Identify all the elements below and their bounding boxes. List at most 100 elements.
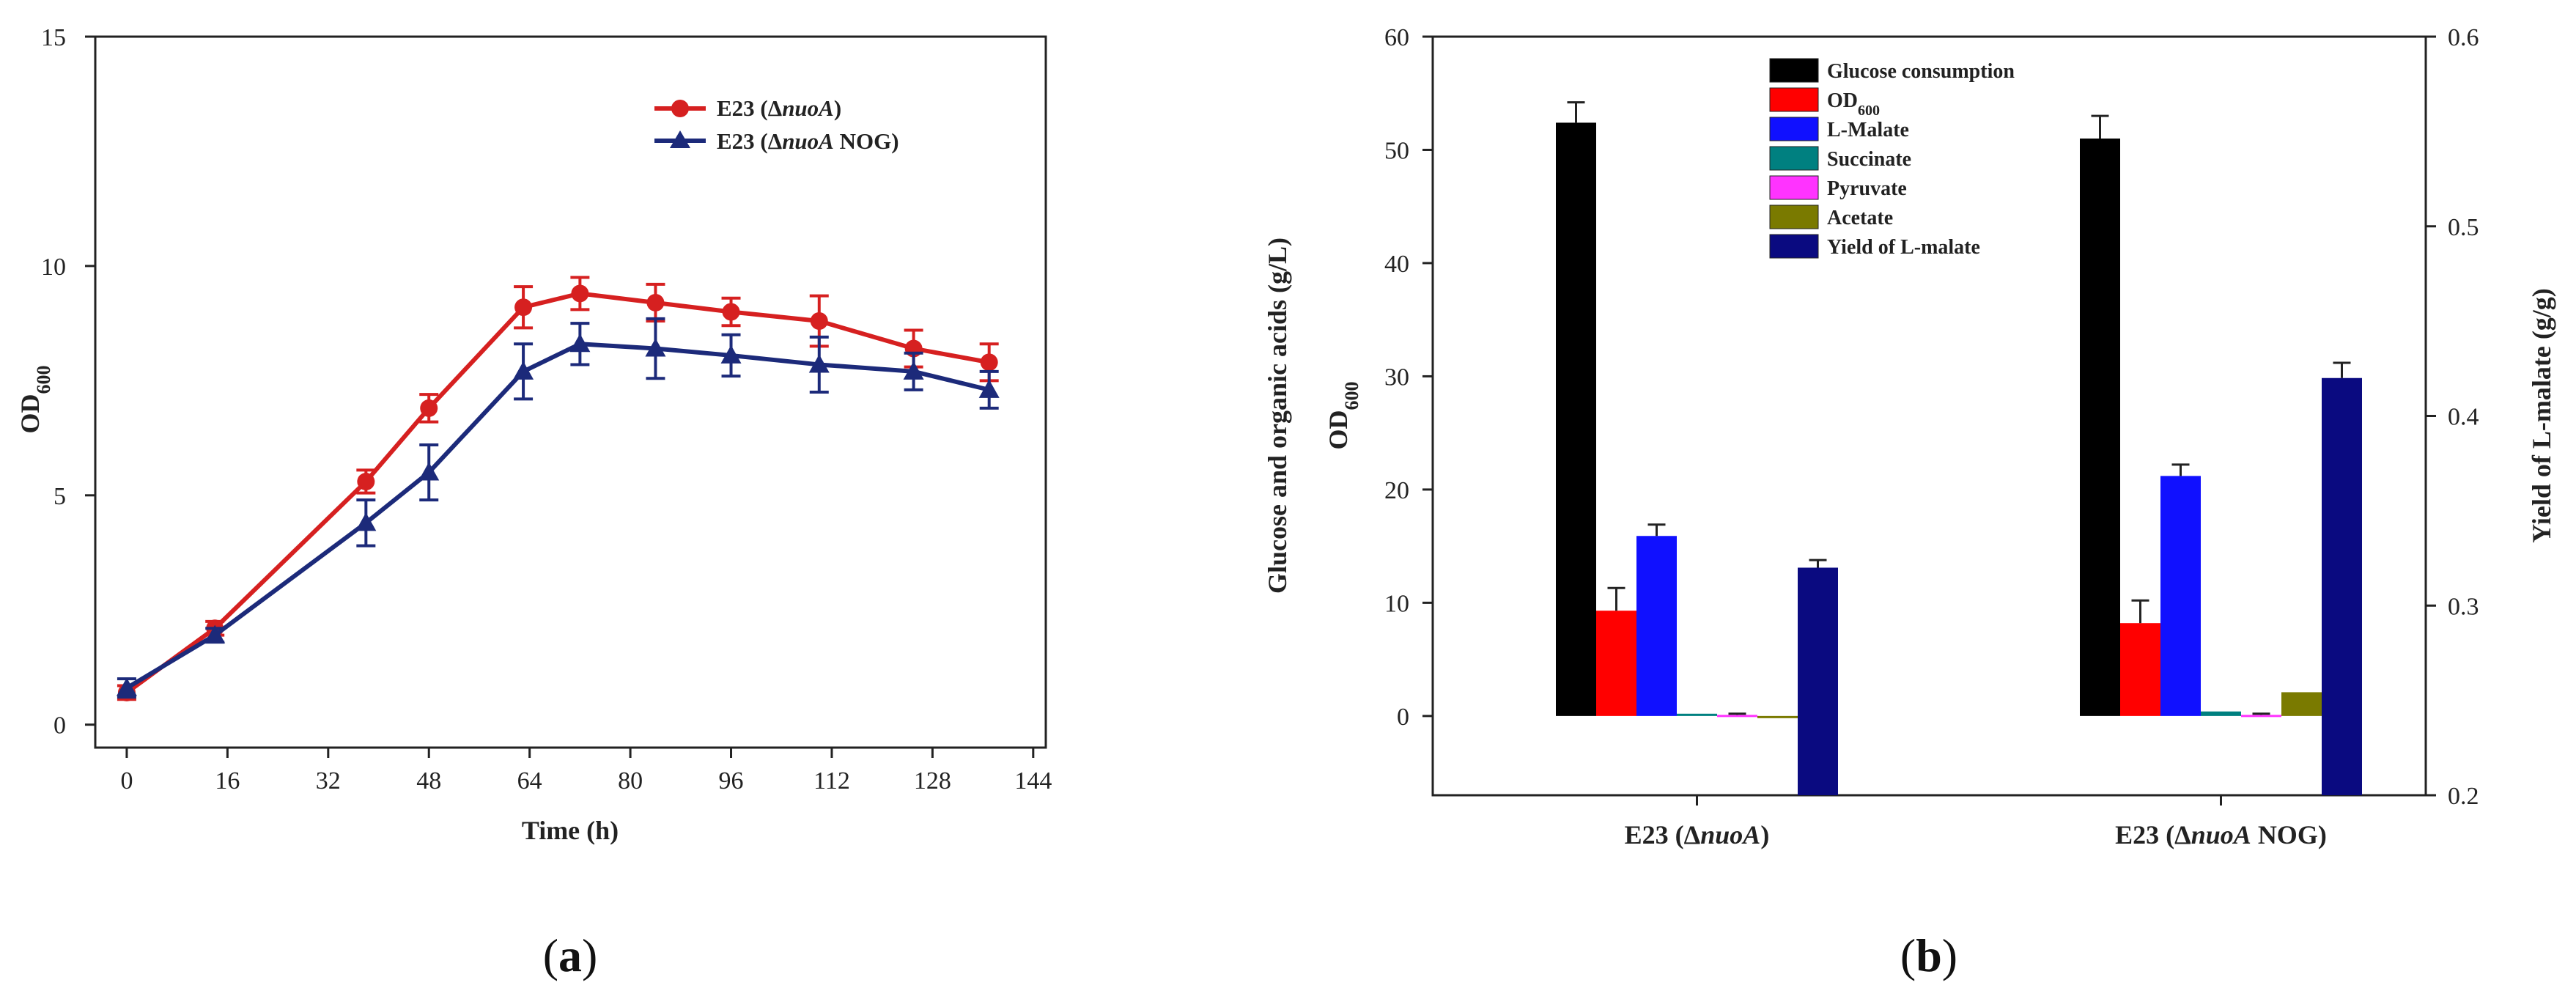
y-axis-title-left-b-line2: OD600: [1324, 382, 1362, 450]
y-axis-title-left-b-line1: Glucose and organic acids (g/L): [1263, 237, 1292, 594]
data-point-a-1-4: [513, 361, 534, 380]
bar-0-5: [1757, 715, 1798, 718]
data-point-a-1-6: [645, 338, 666, 357]
series-a-0: [117, 276, 999, 701]
data-point-a-1-5: [569, 333, 591, 353]
legend-item-b-4: Pyruvate: [1769, 175, 1907, 200]
data-point-a-0-10: [980, 353, 998, 372]
category-label-b-1: E23 (ΔnuoA NOG): [2115, 820, 2327, 849]
y-axis-title-a-sub: 600: [33, 366, 54, 394]
legend-label-b-3: Succinate: [1827, 148, 1911, 171]
data-point-a-0-5: [571, 284, 589, 303]
x-tick-label-a-0: 0: [120, 767, 133, 795]
series-a-1: [116, 317, 1000, 699]
y-tick-label-left-b-5: 50: [1384, 137, 1409, 164]
legend-swatch-b-2: [1769, 117, 1819, 141]
y-tick-label-left-b-1: 10: [1384, 590, 1409, 617]
legend-label-b-1: OD600: [1827, 89, 1880, 119]
legend-item-b-6: Yield of L-malate: [1769, 234, 1980, 259]
x-tick-label-a-3: 48: [416, 767, 441, 795]
legend-label-a-0-suffix: ): [834, 95, 841, 121]
y-tick-label-left-b-2: 20: [1384, 477, 1409, 504]
legend-item-a-1: E23 (ΔnuoA NOG): [654, 128, 899, 154]
bar-1-3: [2201, 711, 2241, 716]
data-point-a-1-2: [355, 512, 377, 531]
data-point-a-0-4: [514, 298, 533, 317]
category-label-b-0-suffix: ): [1760, 820, 1769, 849]
legend-label-a-0: E23 (ΔnuoA): [717, 95, 841, 121]
legend-item-a-0: E23 (ΔnuoA): [654, 95, 841, 121]
legend-label-a-1-prefix: E23 (Δ: [717, 128, 782, 154]
legend-item-b-3: Succinate: [1769, 146, 1911, 171]
legend-label-b-0: Glucose consumption: [1827, 60, 2015, 83]
y-tick-label-right-b-4: 0.6: [2448, 24, 2479, 51]
category-label-b-0-italic: nuoA: [1700, 820, 1760, 849]
data-point-a-1-10: [978, 379, 1000, 398]
x-tick-label-a-8: 128: [914, 767, 951, 795]
panel-label-a-letter: a: [558, 929, 582, 981]
x-tick-label-a-6: 96: [719, 767, 744, 795]
x-tick-label-a-5: 80: [618, 767, 643, 795]
legend-item-b-0: Glucose consumption: [1769, 58, 2015, 83]
y-tick-label-left-b-6: 60: [1384, 24, 1409, 51]
bar-0-2: [1636, 536, 1677, 716]
panel-label-a: (a): [543, 929, 598, 981]
legend-marker-a-1: [670, 130, 690, 148]
y-tick-label-a-1: 5: [53, 483, 66, 510]
panel-label-b-close: ): [1942, 929, 1957, 981]
legend-swatch-b-3: [1769, 146, 1819, 171]
legend-swatch-b-6: [1769, 234, 1819, 259]
data-point-a-1-9: [903, 361, 924, 380]
legend-label-a-1-suffix: NOG): [834, 128, 899, 154]
legend-label-a-0-prefix: E23 (Δ: [717, 95, 782, 121]
panel-label-b-letter: b: [1916, 929, 1942, 981]
axis-ticks-a: 0 16 32 48 64 80 96 112 128 144 0 5 10 15: [41, 24, 1052, 795]
y-tick-label-left-b-0: 0: [1397, 704, 1409, 731]
y-tick-label-right-b-3: 0.5: [2448, 214, 2479, 241]
bar-1-1: [2120, 623, 2160, 716]
legend-label-a-1: E23 (ΔnuoA NOG): [717, 128, 899, 154]
y-tick-label-right-b-1: 0.3: [2448, 593, 2479, 620]
bar-0-3: [1677, 713, 1717, 716]
series-group-a: [116, 276, 1000, 701]
y-axis-title-right-b: Yield of L-malate (g/g): [2527, 288, 2556, 543]
y-tick-label-a-3: 15: [41, 24, 66, 51]
y-tick-label-right-b-2: 0.4: [2448, 404, 2479, 431]
data-point-a-1-3: [418, 462, 440, 481]
legend-label-a-0-italic: nuoA: [782, 95, 834, 121]
legend-item-b-1: OD600: [1769, 87, 1880, 119]
legend-label-b-4: Pyruvate: [1827, 177, 1907, 200]
legend-label-b-5: Acetate: [1827, 207, 1893, 229]
y-axis-title-left-b-main: OD: [1324, 410, 1353, 450]
legend-a: E23 (ΔnuoA) E23 (ΔnuoA NOG): [654, 95, 899, 154]
data-point-a-1-1: [204, 624, 226, 644]
data-point-a-1-7: [720, 344, 742, 364]
y-tick-label-a-0: 0: [53, 712, 66, 740]
bar-1-5: [2281, 692, 2322, 716]
bar-0-1: [1596, 611, 1636, 716]
legend-label-b-2: L-Malate: [1827, 119, 1909, 141]
bar-0-0: [1556, 122, 1596, 716]
legend-label-b-6: Yield of L-malate: [1827, 236, 1980, 259]
y-axis-title-a: OD600: [15, 366, 54, 434]
legend-item-b-2: L-Malate: [1769, 117, 1909, 141]
data-point-a-1-0: [116, 677, 137, 696]
line-chart-panel-a: 0 16 32 48 64 80 96 112 128 144 0 5 10 15 Time (h) OD…: [15, 24, 1052, 981]
series-line-a-1: [125, 342, 990, 690]
legend-swatch-b-5: [1769, 204, 1819, 229]
x-tick-label-a-9: 144: [1014, 767, 1052, 795]
category-label-b-1-italic: nuoA: [2191, 820, 2251, 849]
data-point-a-0-8: [810, 312, 828, 330]
plot-frame-a: [94, 35, 1047, 749]
bar-0-6: [1798, 567, 1838, 795]
panel-label-a-open: (: [543, 929, 558, 981]
bar-0-4: [1717, 715, 1757, 718]
category-label-b-1-suffix: NOG): [2251, 820, 2327, 849]
data-point-a-0-2: [357, 473, 375, 491]
category-label-b-1-prefix: E23 (Δ: [2115, 820, 2191, 849]
data-point-a-0-3: [420, 399, 438, 417]
